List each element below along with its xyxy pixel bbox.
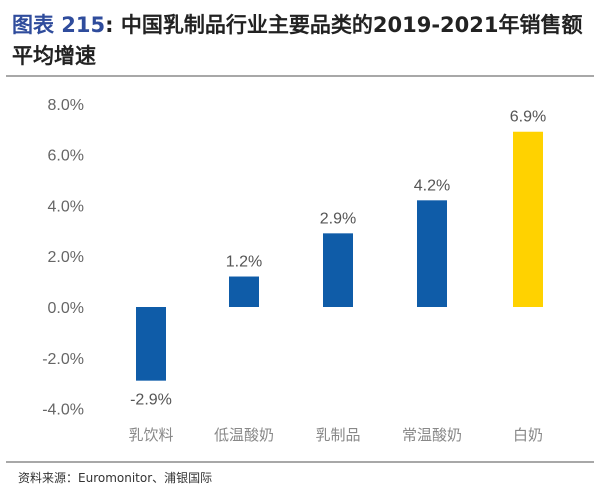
x-tick-label: 乳饮料 (128, 426, 173, 444)
data-label: 1.2% (226, 254, 262, 271)
x-tick-label: 低温酸奶 (214, 426, 274, 444)
data-label: 2.9% (320, 210, 356, 227)
title-text: 中国乳制品行业主要品类的2019-2021年销售额平均增速 (12, 13, 583, 68)
data-label: 4.2% (414, 177, 450, 194)
y-tick-label: 0.0% (48, 300, 84, 317)
source-note: 资料来源：Euromonitor、浦银国际 (18, 471, 213, 485)
top-divider (6, 75, 594, 77)
y-tick-label: -2.0% (42, 351, 84, 368)
figure-number: 图表 215 (12, 13, 106, 37)
y-tick-label: 4.0% (48, 198, 84, 215)
x-tick-label: 白奶 (513, 426, 543, 444)
y-tick-label: 8.0% (48, 97, 84, 114)
x-tick-label: 乳制品 (315, 426, 360, 444)
bar-1 (229, 276, 259, 307)
data-label: -2.9% (130, 392, 172, 409)
y-tick-label: 2.0% (48, 249, 84, 266)
y-tick-label: 6.0% (48, 148, 84, 165)
bottom-divider (6, 461, 594, 463)
bar-2 (323, 233, 353, 307)
bar-4 (513, 131, 543, 307)
title-separator: : (105, 13, 121, 37)
y-tick-label: -4.0% (42, 402, 84, 419)
x-tick-label: 常温酸奶 (402, 426, 462, 444)
bar-3 (417, 200, 447, 307)
data-label: 6.9% (510, 109, 546, 126)
chart-title: 图表 215: 中国乳制品行业主要品类的2019-2021年销售额平均增速 (12, 10, 592, 72)
bar-0 (136, 307, 166, 381)
